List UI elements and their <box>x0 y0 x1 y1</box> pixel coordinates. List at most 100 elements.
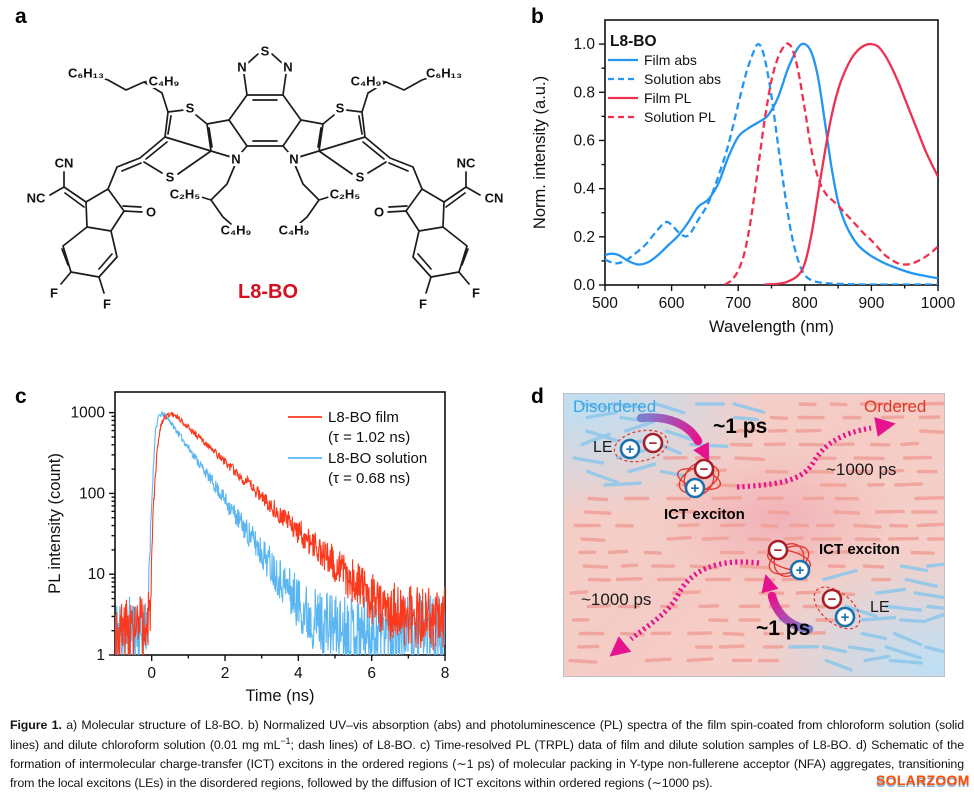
atom-label: N <box>231 151 240 166</box>
dash-red <box>736 428 757 433</box>
minus-charge-icon <box>693 458 715 480</box>
minus-charge-icon <box>821 588 843 610</box>
atom-label: F <box>472 285 480 300</box>
dash-blue <box>913 591 944 601</box>
dash-red <box>677 523 700 528</box>
dash-blue <box>904 577 938 588</box>
legend-entry: L8-BO film <box>328 409 399 426</box>
dash-red <box>854 537 881 542</box>
dash-red <box>569 590 589 595</box>
dash-blue <box>884 645 922 660</box>
chart-c-trpl: 0 2 4 6 8 1 10 100 1000 Time (ns) PL intensity (co… <box>46 391 449 705</box>
dash-red <box>798 402 817 407</box>
dash-red <box>796 550 815 555</box>
x-tick-label: 800 <box>792 295 818 312</box>
dash-red <box>769 415 789 421</box>
dash-red <box>853 523 882 529</box>
ict-label-1: ICT exciton <box>664 506 745 523</box>
dash-red <box>800 630 826 636</box>
charge-sign: + <box>626 441 635 458</box>
dash-blue <box>821 568 858 582</box>
dash-blue <box>603 481 642 487</box>
dash-blue <box>874 587 907 595</box>
x-tick-label: 1000 <box>921 295 956 312</box>
dash-red <box>910 550 935 555</box>
caption-text: ; dash lines) of L8-BO. c) Time-resolved… <box>10 737 964 790</box>
legend-tau: (τ = 0.68 ns) <box>328 470 410 487</box>
plus-charge-icon <box>834 606 856 628</box>
watermark: SOLARZOOM <box>876 772 970 788</box>
chart-b-spectra: 500 600 700 800 900 1000 0.0 0.2 0.4 0.6 0.8 1.0 Wav… <box>531 19 956 336</box>
atom-label: N <box>289 151 298 166</box>
dash-red <box>587 496 609 502</box>
dash-blue <box>664 429 693 442</box>
plot-border <box>114 391 446 656</box>
dash-red <box>582 564 609 569</box>
charge-sign: − <box>774 542 783 559</box>
dash-blue <box>824 658 853 672</box>
dash-blue <box>926 561 944 568</box>
le-label-1: LE <box>593 439 613 456</box>
molecule-bonds <box>49 53 481 294</box>
dash-blue <box>899 618 927 624</box>
ict-label-2: ICT exciton <box>819 541 900 558</box>
series-film-abs <box>605 42 938 280</box>
legend-entry: L8-BO solution <box>328 450 427 467</box>
dash-blue <box>585 469 619 485</box>
atom-label: S <box>356 169 365 184</box>
legend-entry: Solution PL <box>644 109 716 125</box>
plus-charge-icon <box>619 438 641 460</box>
y-tick-label: 0.0 <box>573 277 595 294</box>
molecule-right-bonds <box>282 76 481 294</box>
dash-red <box>902 455 933 460</box>
y-tick-label: 0.8 <box>573 84 595 101</box>
dash-red <box>767 510 790 515</box>
dash-red <box>795 428 822 433</box>
dash-blue <box>822 645 848 654</box>
atom-label: NC <box>457 155 476 170</box>
atom-label: O <box>146 204 156 219</box>
x-tick-label: 6 <box>367 665 376 682</box>
atom-label: C₆H₁₃ <box>426 65 462 80</box>
dash-red <box>729 442 753 447</box>
x-tick-label: 2 <box>221 665 230 682</box>
x-tick-label: 900 <box>858 295 884 312</box>
ict-swirl <box>766 548 812 572</box>
charge-sign: + <box>691 480 700 497</box>
dash-red <box>644 657 672 663</box>
atom-label: C₄H₉ <box>351 73 382 88</box>
charge-sign: + <box>796 562 805 579</box>
atom-label: N <box>283 59 292 74</box>
y-tick-label: 1.0 <box>573 36 595 53</box>
charge-sign: + <box>841 609 850 626</box>
y-tick-label: 10 <box>88 566 106 583</box>
panel-d-schematic: + − − + − + − + Disordered Ordered LE ~1 ps ~10… <box>563 393 945 677</box>
dash-red <box>919 429 944 435</box>
y-axis-title: Norm. intensity (a.u.) <box>531 76 549 229</box>
dash-blue <box>860 631 888 641</box>
dash-blue <box>884 604 923 612</box>
schematic-drawing: + −−+−+−+ <box>568 401 944 672</box>
atom-label: F <box>103 296 111 311</box>
molecule-left-bonds <box>49 76 248 294</box>
dash-red <box>734 456 766 462</box>
dash-red <box>698 604 720 609</box>
y-tick-label: 1 <box>96 647 105 664</box>
atom-label: S <box>336 100 345 115</box>
atom-label: CN <box>55 155 74 170</box>
plus-charge-icon <box>789 559 811 581</box>
dash-red <box>874 509 905 514</box>
series-film-pl <box>764 42 938 285</box>
dash-red <box>607 549 629 555</box>
legend-entry: Film PL <box>644 90 692 106</box>
atom-label: S <box>186 100 195 115</box>
atom-label: CN <box>485 190 504 205</box>
atom-label: F <box>50 285 58 300</box>
y-tick-label: 0.6 <box>573 132 595 149</box>
dash-blue <box>627 462 657 474</box>
transfer-arrowhead-1 <box>693 441 710 462</box>
dash-blue <box>732 402 766 414</box>
minus-charge-icon <box>642 432 664 454</box>
x-tick-label: 700 <box>725 295 751 312</box>
dash-red <box>862 564 885 569</box>
